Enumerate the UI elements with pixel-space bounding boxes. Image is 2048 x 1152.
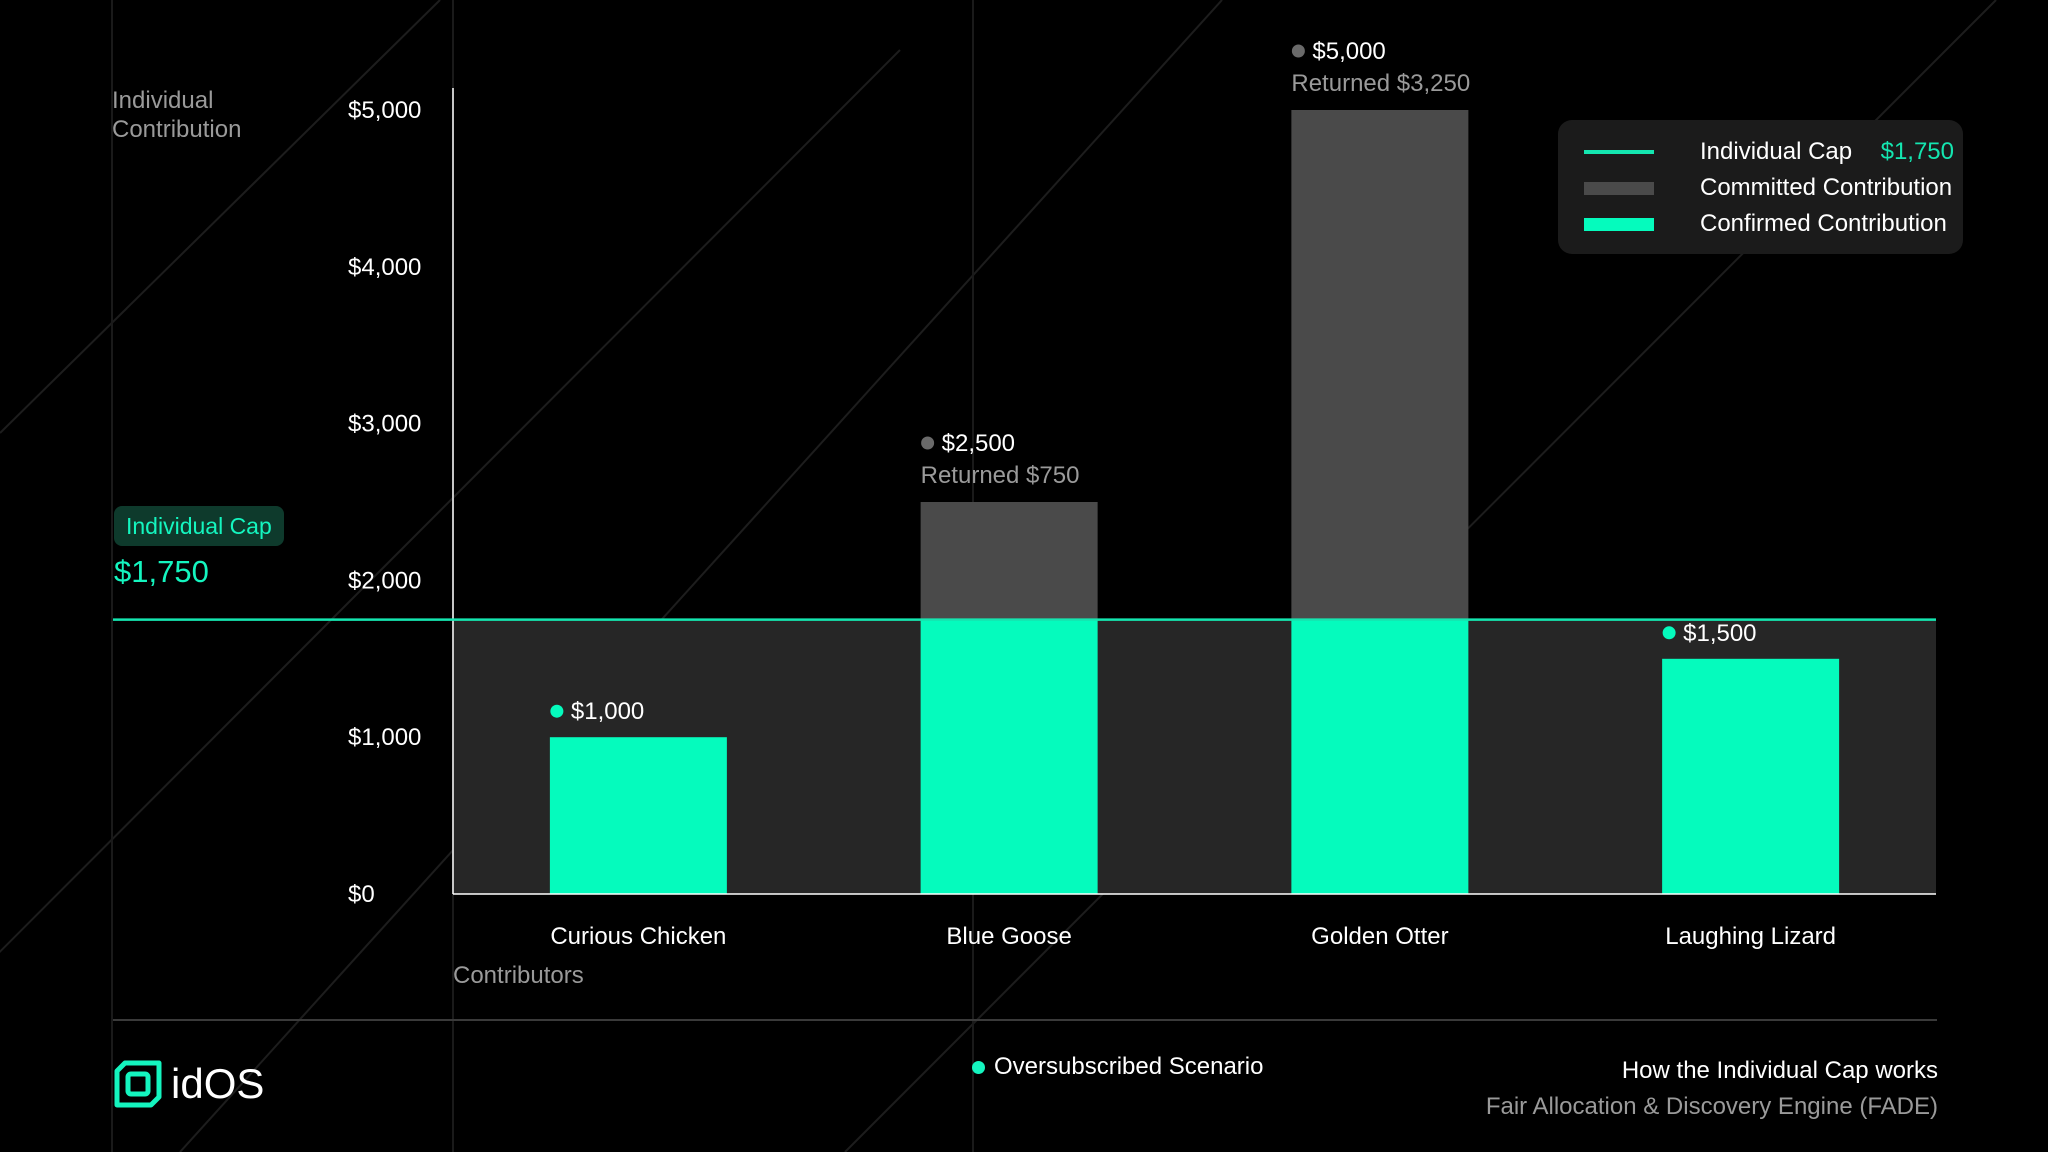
y-tick-label: $2,000: [348, 567, 421, 594]
y-tick-label: $5,000: [348, 97, 421, 124]
decorative-diagonal-line: [0, 0, 441, 434]
idos-logo-icon: [114, 1060, 162, 1108]
x-tick-label: Golden Otter: [1311, 923, 1448, 950]
logo-text: idOS: [171, 1060, 265, 1107]
confirmed-bar: [549, 737, 727, 894]
legend: Individual Cap $1,750 Committed Contribu…: [1558, 120, 1963, 254]
footer-subtitle: Fair Allocation & Discovery Engine (FADE…: [1485, 1093, 1938, 1120]
committed-dot-icon: [1291, 44, 1305, 58]
footer-divider: [113, 1019, 1937, 1021]
confirmed-dot-icon: [1662, 626, 1676, 640]
confirmed-bar: [1291, 619, 1469, 894]
legend-cap-value: $1,750: [1880, 138, 1954, 165]
logo: idOS: [113, 1059, 293, 1109]
legend-item-confirmed: Confirmed Contribution: [1584, 206, 1954, 242]
committed-bar: [1291, 110, 1469, 620]
bar-value-label: $5,000: [1312, 38, 1385, 65]
scenario-text: Oversubscribed Scenario: [994, 1053, 1264, 1080]
x-axis-label: Contributors: [453, 962, 584, 989]
decorative-diagonal-line: [179, 0, 1223, 1152]
confirmed-dot-icon: [550, 704, 564, 718]
x-tick-label: Curious Chicken: [550, 923, 726, 950]
y-tick-label: $4,000: [348, 254, 421, 281]
bar-value-label: $1,500: [1683, 620, 1756, 647]
bar-returned-label: Returned $750: [921, 462, 1080, 489]
y-tick-label: $0: [348, 881, 375, 908]
legend-label: Committed Contribution: [1700, 174, 1953, 201]
scenario-dot-icon: [972, 1061, 985, 1074]
x-tick-label: Blue Goose: [946, 923, 1071, 950]
cap-line-swatch: [1584, 150, 1654, 154]
legend-label: Confirmed Contribution: [1700, 210, 1947, 237]
footer-title: How the Individual Cap works: [1621, 1057, 1938, 1084]
bar-returned-label: Returned $3,250: [1291, 70, 1470, 97]
confirmed-swatch: [1584, 218, 1654, 231]
cap-badge: Individual Cap: [114, 506, 284, 546]
confirmed-bar: [920, 619, 1098, 894]
committed-bar: [920, 502, 1098, 620]
committed-dot-icon: [921, 436, 935, 450]
confirmed-bar: [1662, 658, 1840, 894]
x-tick-label: Laughing Lizard: [1665, 923, 1836, 950]
cap-value: $1,750: [114, 554, 209, 589]
decorative-diagonal-line: [0, 49, 901, 954]
committed-swatch: [1584, 182, 1654, 195]
legend-item-individual-cap: Individual Cap $1,750: [1584, 134, 1954, 170]
y-axis-label: Individual Contribution: [112, 87, 242, 143]
y-tick-label: $1,000: [348, 724, 421, 751]
legend-label: Individual Cap: [1700, 138, 1853, 165]
legend-item-committed: Committed Contribution: [1584, 170, 1954, 206]
y-tick-label: $3,000: [348, 411, 421, 438]
bar-value-label: $2,500: [942, 430, 1015, 457]
bar-value-label: $1,000: [571, 698, 644, 725]
